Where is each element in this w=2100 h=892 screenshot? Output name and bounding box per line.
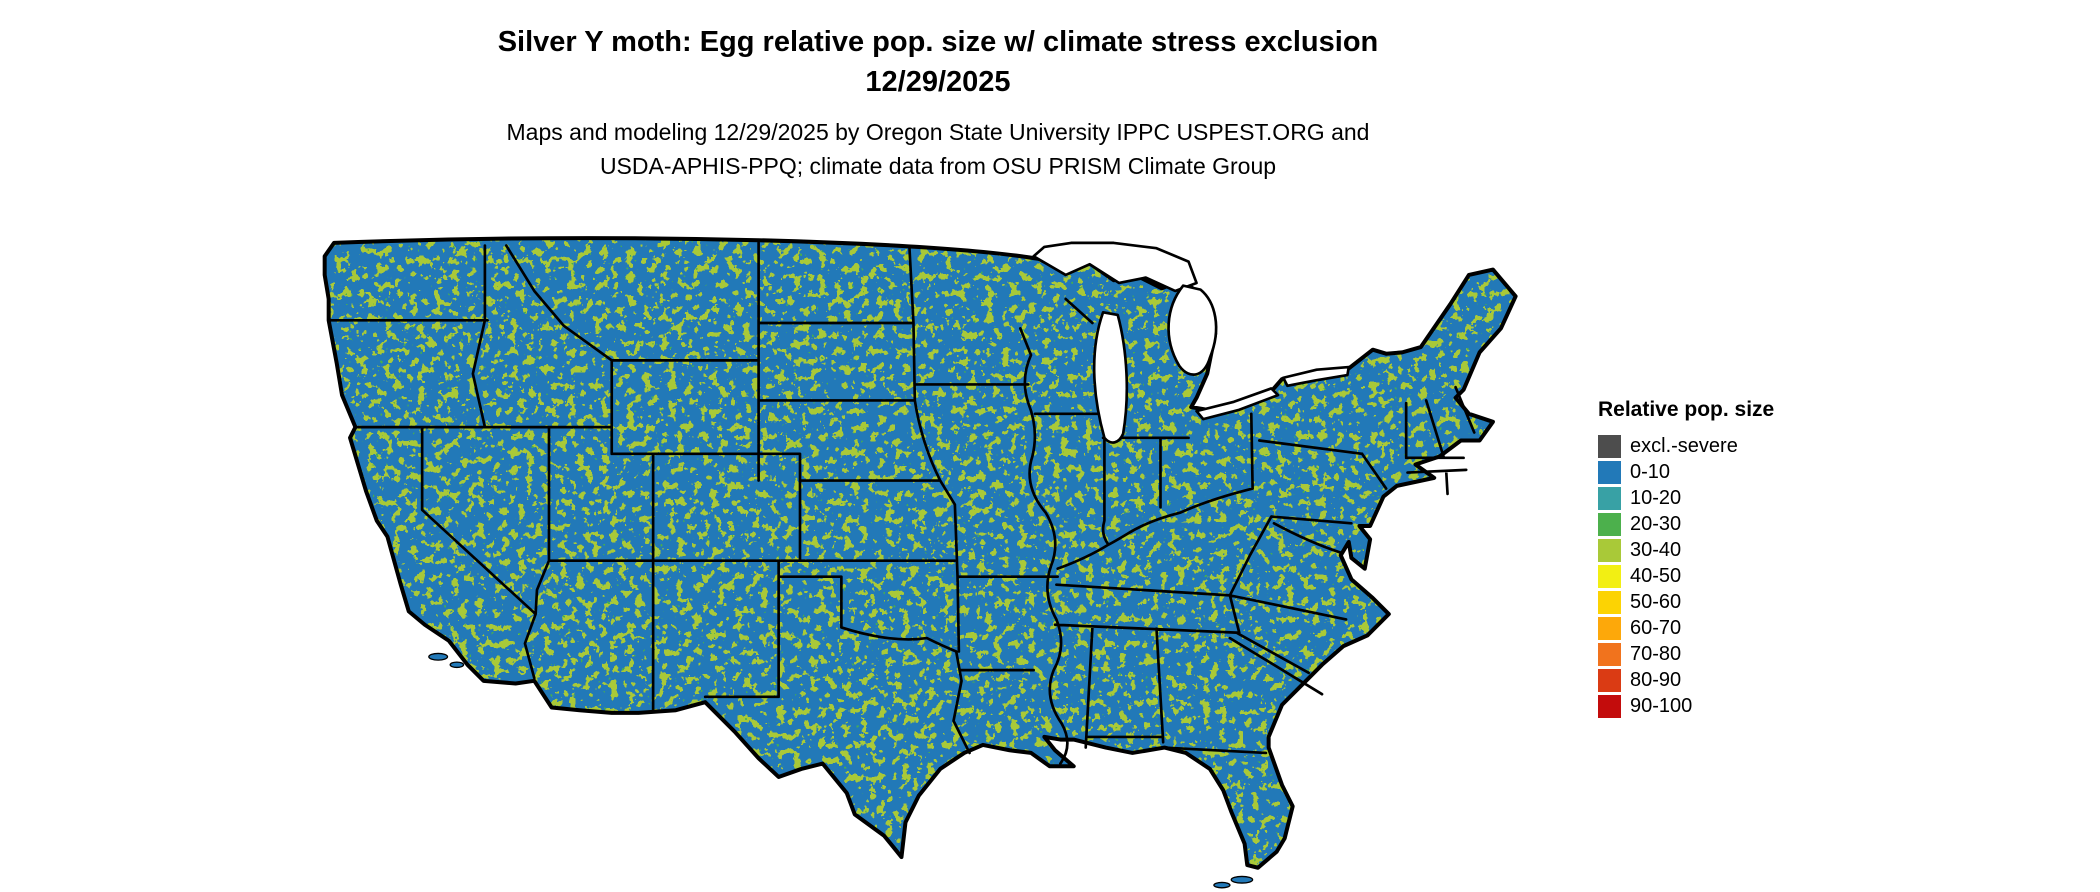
legend-rows: excl.-severe 0-10 10-20 20-30 30-40 40-50 50-6…	[1598, 433, 1774, 719]
map-title: Silver Y moth: Egg relative pop. size w/…	[497, 26, 1379, 58]
legend-swatch	[1598, 668, 1621, 692]
legend-row: 20-30	[1598, 511, 1774, 537]
legend-row: 50-60	[1598, 589, 1774, 615]
legend-label: 60-70	[1630, 616, 1682, 639]
map-credits-line1: Maps and modeling 12/29/2025 by Oregon S…	[506, 119, 1370, 145]
legend-swatch	[1598, 642, 1621, 666]
legend-row: 0-10	[1598, 459, 1774, 485]
legend-title: Relative pop. size	[1598, 398, 1775, 421]
legend-swatch	[1598, 564, 1621, 588]
coastal-islands	[428, 652, 1254, 889]
credits-block: Maps and modeling 12/29/2025 by Oregon S…	[0, 115, 1876, 183]
legend-swatch	[1598, 538, 1621, 562]
map-date: 12/29/2025	[865, 66, 1011, 98]
map-credits-line2: USDA-APHIS-PPQ; climate data from OSU PR…	[599, 153, 1277, 179]
lake-michigan	[1092, 310, 1129, 444]
great-lakes	[1032, 241, 1351, 444]
legend-row: 60-70	[1598, 615, 1774, 641]
legend-swatch	[1598, 512, 1621, 536]
legend-label: 80-90	[1630, 668, 1682, 691]
speckle-layer-20-30	[324, 238, 1516, 868]
florida-keys	[1213, 881, 1231, 889]
legend-row: 30-40	[1598, 537, 1774, 563]
lake-ontario	[1281, 365, 1351, 388]
legend-row: 90-100	[1598, 693, 1774, 719]
channel-islands	[428, 652, 449, 661]
state-borders	[327, 241, 1476, 765]
legend-swatch	[1598, 486, 1621, 510]
legend-label: excl.-severe	[1630, 434, 1738, 457]
legend-row: 10-20	[1598, 485, 1774, 511]
legend-label: 30-40	[1630, 538, 1682, 561]
lake-erie	[1195, 387, 1280, 421]
legend-swatch	[1598, 460, 1621, 484]
legend-label: 40-50	[1630, 564, 1682, 587]
legend-label: 70-80	[1630, 642, 1682, 665]
title-block: Silver Y moth: Egg relative pop. size w/…	[0, 22, 1876, 183]
legend-label: 90-100	[1630, 694, 1693, 717]
legend-label: 20-30	[1630, 512, 1682, 535]
legend-label: 10-20	[1630, 486, 1682, 509]
lake-huron	[1167, 284, 1218, 376]
relative-pop-speckles	[324, 238, 1516, 868]
legend-label: 0-10	[1630, 460, 1671, 483]
legend-label: 50-60	[1630, 590, 1682, 613]
legend-swatch	[1598, 694, 1621, 718]
us-map-svg	[318, 232, 1533, 889]
legend-swatch	[1598, 590, 1621, 614]
lake-superior	[1032, 241, 1198, 293]
channel-islands	[449, 661, 465, 669]
legend: Relative pop. size excl.-severe 0-10 10-20…	[1598, 398, 1774, 719]
florida-keys	[1230, 875, 1254, 884]
legend-row: 70-80	[1598, 641, 1774, 667]
legend-row: 40-50	[1598, 563, 1774, 589]
legend-swatch	[1598, 434, 1621, 458]
legend-row: 80-90	[1598, 667, 1774, 693]
legend-swatch	[1598, 616, 1621, 640]
legend-row: excl.-severe	[1598, 433, 1774, 459]
